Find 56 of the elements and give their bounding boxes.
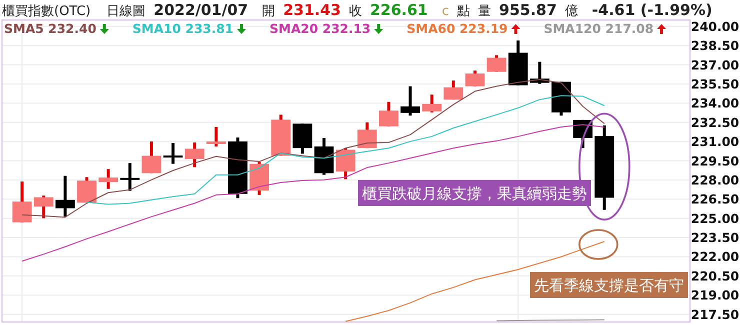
y-tick-label: 220.50 — [690, 268, 740, 284]
text: 億 — [564, 4, 578, 19]
text: 226.61 — [370, 1, 428, 19]
y-tick-label: 231.00 — [690, 134, 740, 150]
candlestick — [184, 142, 204, 168]
text: SMA20 232.13 — [270, 21, 371, 36]
candlestick — [142, 141, 162, 174]
y-tick-label: 226.50 — [690, 192, 740, 207]
annotation: 先看季線支撐是否有守 — [534, 276, 684, 294]
text: 收 — [348, 4, 362, 19]
candlestick — [400, 86, 420, 116]
y-tick-label: 234.00 — [690, 96, 740, 111]
text: 2022/01/07 — [154, 1, 248, 19]
chart-title: 櫃買指數(OTC) — [2, 4, 91, 19]
text: -4.61 (-1.99%) — [592, 1, 712, 19]
text: 開 — [262, 4, 276, 19]
y-tick-label: 222.00 — [690, 249, 740, 264]
text: SMA60 223.19 — [406, 21, 508, 36]
candlestick — [444, 80, 464, 100]
candlestick — [34, 196, 54, 218]
y-tick-label: 235.50 — [690, 76, 740, 92]
y-tick-label: 225.00 — [690, 210, 740, 226]
text: c — [442, 4, 450, 19]
candlestick — [486, 55, 506, 72]
y-tick-label: 240.00 — [690, 18, 740, 34]
candlestick — [422, 94, 442, 112]
candlestick — [465, 70, 485, 86]
y-tick-label: 237.00 — [690, 57, 740, 72]
y-tick-label: 228.00 — [690, 172, 740, 188]
text: SMA10 233.81 — [132, 21, 234, 36]
text: SMA5 232.40 — [4, 21, 97, 36]
candlestick — [77, 177, 96, 203]
candlestick — [336, 148, 356, 180]
note: 櫃買跌破月線支撐，果真續弱走勢 — [358, 180, 591, 206]
candlestick — [163, 142, 183, 164]
text: SMA120 217.08 — [544, 21, 654, 36]
y-tick-label: 219.00 — [690, 288, 740, 303]
y-tick-label: 232.50 — [690, 114, 740, 130]
y-tick-label: 229.50 — [690, 153, 740, 168]
candlestick — [55, 176, 75, 217]
y-tick-label: 238.50 — [690, 38, 740, 54]
text: 日線圖 — [106, 4, 146, 19]
candlestick — [98, 169, 118, 189]
text: 點 — [456, 4, 470, 19]
candlestick — [206, 126, 226, 146]
note: 先看季線支撐是否有守 — [530, 272, 688, 298]
text: 量 — [478, 4, 492, 19]
y-tick-label: 223.50 — [690, 230, 740, 246]
annotation: 櫃買跌破月線支撐，果真續弱走勢 — [362, 184, 587, 202]
candlestick — [120, 163, 140, 191]
candlestick — [379, 102, 398, 126]
text: 231.43 — [283, 1, 341, 19]
text: 955.87 — [499, 1, 557, 19]
candlestick — [357, 122, 377, 148]
candlestick — [12, 181, 32, 222]
y-tick-label: 217.50 — [690, 306, 740, 322]
